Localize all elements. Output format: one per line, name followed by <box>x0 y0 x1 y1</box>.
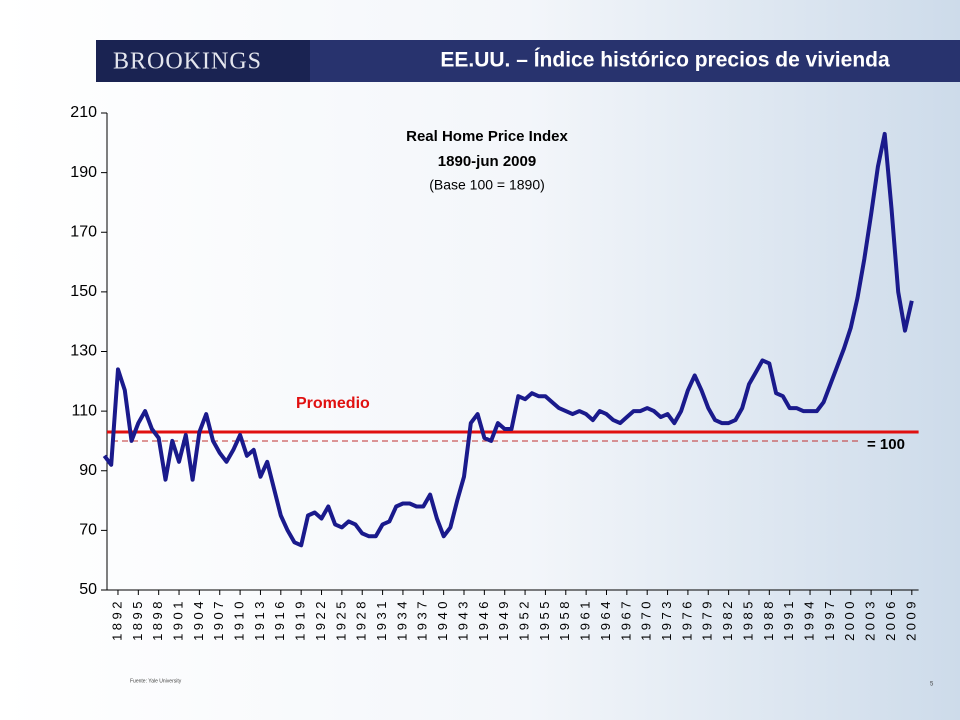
x-tick-label: 1895 <box>130 598 145 641</box>
x-tick-label: 1967 <box>618 598 633 641</box>
x-tick-label: 1994 <box>801 598 816 641</box>
chart-title: Real Home Price Index <box>406 128 568 145</box>
x-tick-label: 2000 <box>842 598 857 641</box>
x-tick-label: 1961 <box>578 598 593 641</box>
x-tick-label: 1943 <box>455 598 470 641</box>
x-tick-label: 1988 <box>761 598 776 641</box>
x-tick-label: 1991 <box>781 598 796 641</box>
x-tick-label: 1979 <box>700 598 715 641</box>
y-tick-label: 110 <box>71 402 97 419</box>
x-tick-label: 1925 <box>333 598 348 641</box>
x-tick-label: 1919 <box>293 598 308 641</box>
y-tick-label: 210 <box>70 104 97 121</box>
x-tick-label: 1949 <box>496 598 511 641</box>
x-tick-label: 2006 <box>883 598 898 641</box>
x-tick-label: 1946 <box>476 598 491 641</box>
chart-subtitle: 1890-jun 2009 <box>438 153 536 170</box>
plot: 50 70 90 110 130 150 170 190 210 1892 1895 1898 1901… <box>70 104 919 641</box>
y-tick-label: 170 <box>70 223 97 240</box>
x-tick-label: 1970 <box>639 598 654 641</box>
x-tick-label: 1928 <box>354 598 369 641</box>
y-tick-label: 50 <box>79 581 97 598</box>
y-tick-label: 150 <box>70 283 97 300</box>
data-line <box>102 131 914 548</box>
x-tick-label: 1913 <box>252 598 267 641</box>
x-tick-label: 1958 <box>557 598 572 641</box>
x-tick-label: 1940 <box>435 598 450 641</box>
x-tick-label: 1997 <box>822 598 837 641</box>
logo: BROOKINGS <box>113 49 262 75</box>
x-tick-label: 1964 <box>598 598 613 641</box>
x-tick-label: 2003 <box>863 598 878 641</box>
y-tick-label: 70 <box>79 522 97 539</box>
x-tick-label: 1955 <box>537 598 552 641</box>
x-tick-label: 1904 <box>191 598 206 641</box>
x-tick-label: 1934 <box>394 598 409 641</box>
x-tick-label: 1937 <box>415 598 430 641</box>
slide-title: EE.UU. – Índice histórico precios de viv… <box>440 49 890 72</box>
x-tick-label: 1982 <box>720 598 735 641</box>
x-tick-label: 1916 <box>272 598 287 641</box>
reference-label: Promedio <box>296 395 370 412</box>
x-tick-label: 1907 <box>211 598 226 641</box>
reference-label: = 100 <box>867 436 905 453</box>
x-tick-label: 1973 <box>659 598 674 641</box>
x-tick-label: 1985 <box>740 598 755 641</box>
x-tick-label: 1976 <box>679 598 694 641</box>
logo-box <box>96 40 310 82</box>
source: Fuente: Yale University <box>130 678 182 684</box>
x-tick-label: 1898 <box>150 598 165 641</box>
chart-note: (Base 100 = 1890) <box>429 177 545 193</box>
x-tick-label: 1931 <box>374 598 389 641</box>
y-tick-label: 90 <box>79 462 97 479</box>
y-tick-label: 130 <box>70 343 97 360</box>
page-number: 5 <box>930 682 934 688</box>
x-tick-label: 2009 <box>903 598 918 641</box>
x-tick-label: 1922 <box>313 598 328 641</box>
x-tick-label: 1901 <box>170 598 185 641</box>
x-tick-label: 1952 <box>517 598 532 641</box>
x-tick-label: 1910 <box>232 598 247 641</box>
y-tick-label: 190 <box>70 164 97 181</box>
x-tick-label: 1892 <box>109 598 124 641</box>
